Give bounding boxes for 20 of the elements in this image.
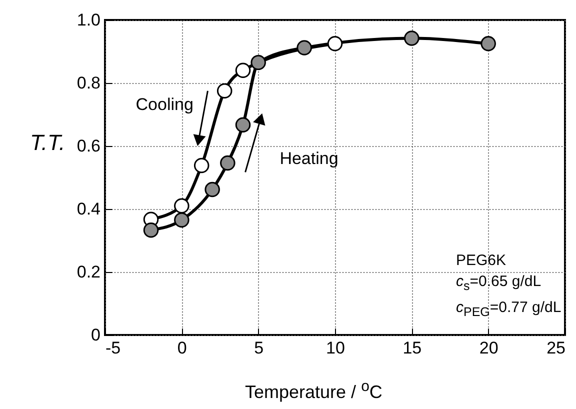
- series-label: Cooling: [136, 94, 194, 114]
- y-axis-title: T.T.: [30, 130, 66, 156]
- annotation: PEG6K: [456, 251, 508, 271]
- y-tick-label: 0.6: [76, 136, 100, 156]
- x-tick-label: 10: [326, 338, 345, 358]
- x-tick-label: 5: [254, 338, 264, 358]
- annotation: c$_{PEG}$=0.77 g/dL: [456, 298, 562, 321]
- x-tick-label: 25: [546, 338, 566, 358]
- y-tick-label: 0.2: [76, 262, 100, 282]
- x-tick-label: -5: [106, 338, 121, 358]
- text: Heating: [280, 148, 338, 168]
- y-tick-label: 0: [91, 326, 100, 344]
- annotation: c$_{s}$=0.65 g/dL: [456, 272, 542, 295]
- y-tick-label: 0.4: [76, 200, 100, 218]
- x-axis-title: Temperature / $^{o}$C: [245, 378, 382, 403]
- y-tick-label: 1.0: [76, 10, 100, 30]
- x-tick-label: 15: [402, 338, 422, 358]
- y-tick-label: 0.8: [76, 74, 100, 92]
- x-tick-label: 0: [177, 338, 187, 358]
- x-tick-label: 20: [479, 338, 498, 358]
